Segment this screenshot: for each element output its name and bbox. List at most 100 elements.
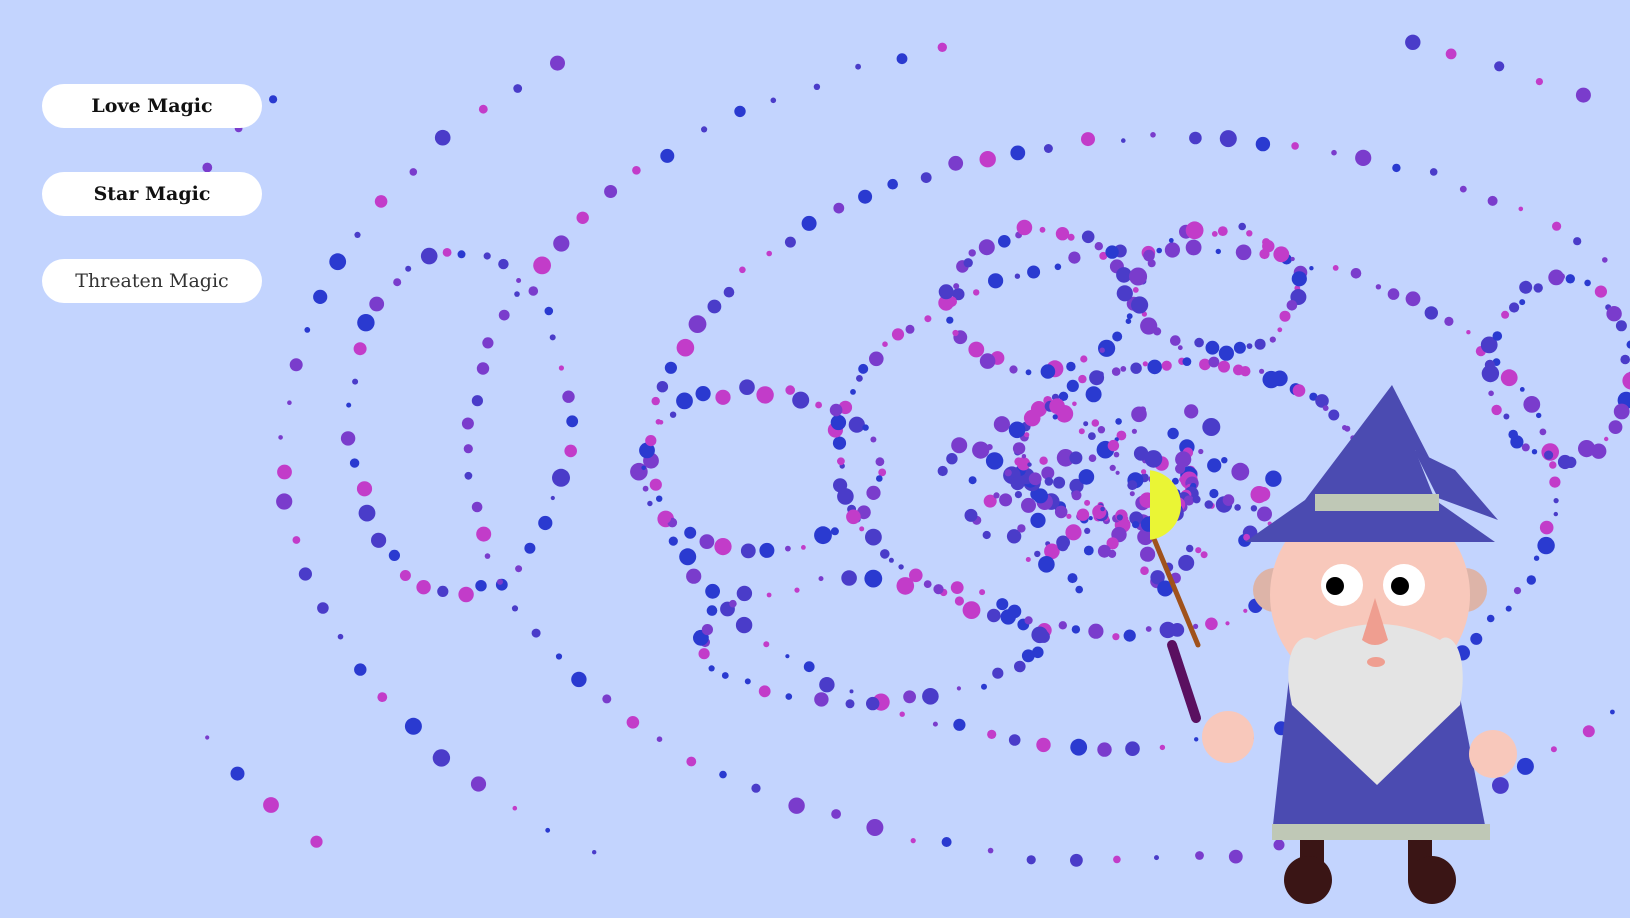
sparkle-particle [1255,136,1271,152]
sparkle-particle [1066,379,1079,392]
sparkle-particle [998,235,1011,248]
sparkle-particle [964,508,978,522]
sparkle-particle [833,478,848,493]
sparkle-particle [841,570,857,586]
sparkle-particle [377,692,388,702]
sparkle-particle [277,464,292,480]
sparkle-particle [1131,296,1149,314]
sparkle-particle [950,581,964,594]
sparkle-particle [514,291,520,297]
sparkle-particle [1106,537,1119,550]
sparkle-particle [688,315,707,333]
sparkle-particle [349,458,360,468]
sparkle-particle [1218,360,1230,373]
sparkle-particle [962,601,981,619]
sparkle-particle [1021,649,1035,663]
sparkle-particle [1539,520,1554,535]
sparkle-particle [1017,524,1026,533]
sparkle-particle [1038,556,1055,573]
sparkle-particle [1040,364,1056,379]
sparkle-particle [1175,451,1192,468]
sparkle-particle [1010,476,1025,491]
sparkle-particle [1480,336,1498,354]
threaten-magic-button[interactable]: Threaten Magic [42,259,262,303]
sparkle-particle [1539,428,1547,436]
sparkle-particle [1105,245,1119,259]
sparkle-particle [1594,285,1607,298]
sparkle-particle [1219,130,1237,148]
sparkle-particle [1028,472,1042,486]
sparkle-particle [684,526,697,539]
sparkle-particle [1604,436,1609,442]
sparkle-particle [482,337,494,349]
sparkle-particle [1056,449,1075,467]
sparkle-particle [205,735,210,740]
sparkle-particle [1111,367,1121,376]
sparkle-particle [1039,456,1048,465]
sparkle-particle [954,596,965,606]
sparkle-particle [276,493,293,510]
sparkle-particle [1044,477,1054,486]
star-magic-button[interactable]: Star Magic [42,172,262,216]
sparkle-particle [1286,300,1298,311]
sparkle-particle [1091,419,1100,427]
sparkle-particle [656,381,669,393]
sparkle-particle [571,671,587,688]
sparkle-particle [1032,646,1044,659]
sparkle-particle [813,83,821,91]
sparkle-particle [933,584,944,595]
sparkle-particle [1147,359,1162,375]
sparkle-particle [993,492,1000,499]
sparkle-particle [202,162,213,173]
sparkle-particle [882,341,888,348]
sparkle-particle [515,565,523,573]
sparkle-particle [642,485,649,492]
sparkle-particle [735,616,753,634]
sparkle-particle [1054,505,1068,519]
sparkle-particle [566,415,579,428]
sparkle-particle [497,578,503,585]
sparkle-particle [1331,149,1337,156]
sparkle-particle [484,553,491,559]
sparkle-particle [269,95,278,104]
sparkle-particle [641,465,646,471]
sparkle-particle [1215,248,1222,255]
sparkle-particle [845,699,855,709]
sparkle-particle [1078,374,1087,384]
sparkle-particle [766,250,772,257]
sparkle-particle [1083,545,1094,556]
sparkle-particle [1573,237,1582,246]
sparkle-particle [1185,221,1204,240]
sparkle-particle [1503,413,1510,420]
sparkle-particle [1291,271,1307,287]
sparkle-particle [814,692,829,707]
sparkle-particle [1254,338,1266,350]
sparkle-particle [721,672,729,679]
wizard-pupil-right [1391,577,1409,595]
sparkle-particle [978,239,995,256]
sparkle-particle [953,283,960,290]
sparkle-particle [553,235,570,252]
sparkle-particle [1405,291,1421,307]
sparkle-particle [416,580,431,595]
sparkle-particle [1290,256,1295,262]
sparkle-particle [660,148,675,163]
wizard-hand-left [1202,711,1254,763]
sparkle-particle [905,324,915,334]
love-magic-button[interactable]: Love Magic [42,84,262,128]
sparkle-particle [1533,555,1540,561]
sparkle-particle [1053,476,1066,489]
sparkle-particle [951,437,968,454]
sparkle-particle [946,453,958,465]
sparkle-particle [676,392,693,410]
sparkle-particle [1550,746,1557,753]
sparkle-particle [1016,219,1033,236]
sparkle-particle [866,819,884,836]
sparkle-particle [987,847,994,854]
sparkle-particle [1584,279,1591,287]
sparkle-particle [531,628,541,638]
sparkle-particle [705,583,720,599]
sparkle-particle [1112,633,1120,641]
sparkle-particle [973,289,980,296]
